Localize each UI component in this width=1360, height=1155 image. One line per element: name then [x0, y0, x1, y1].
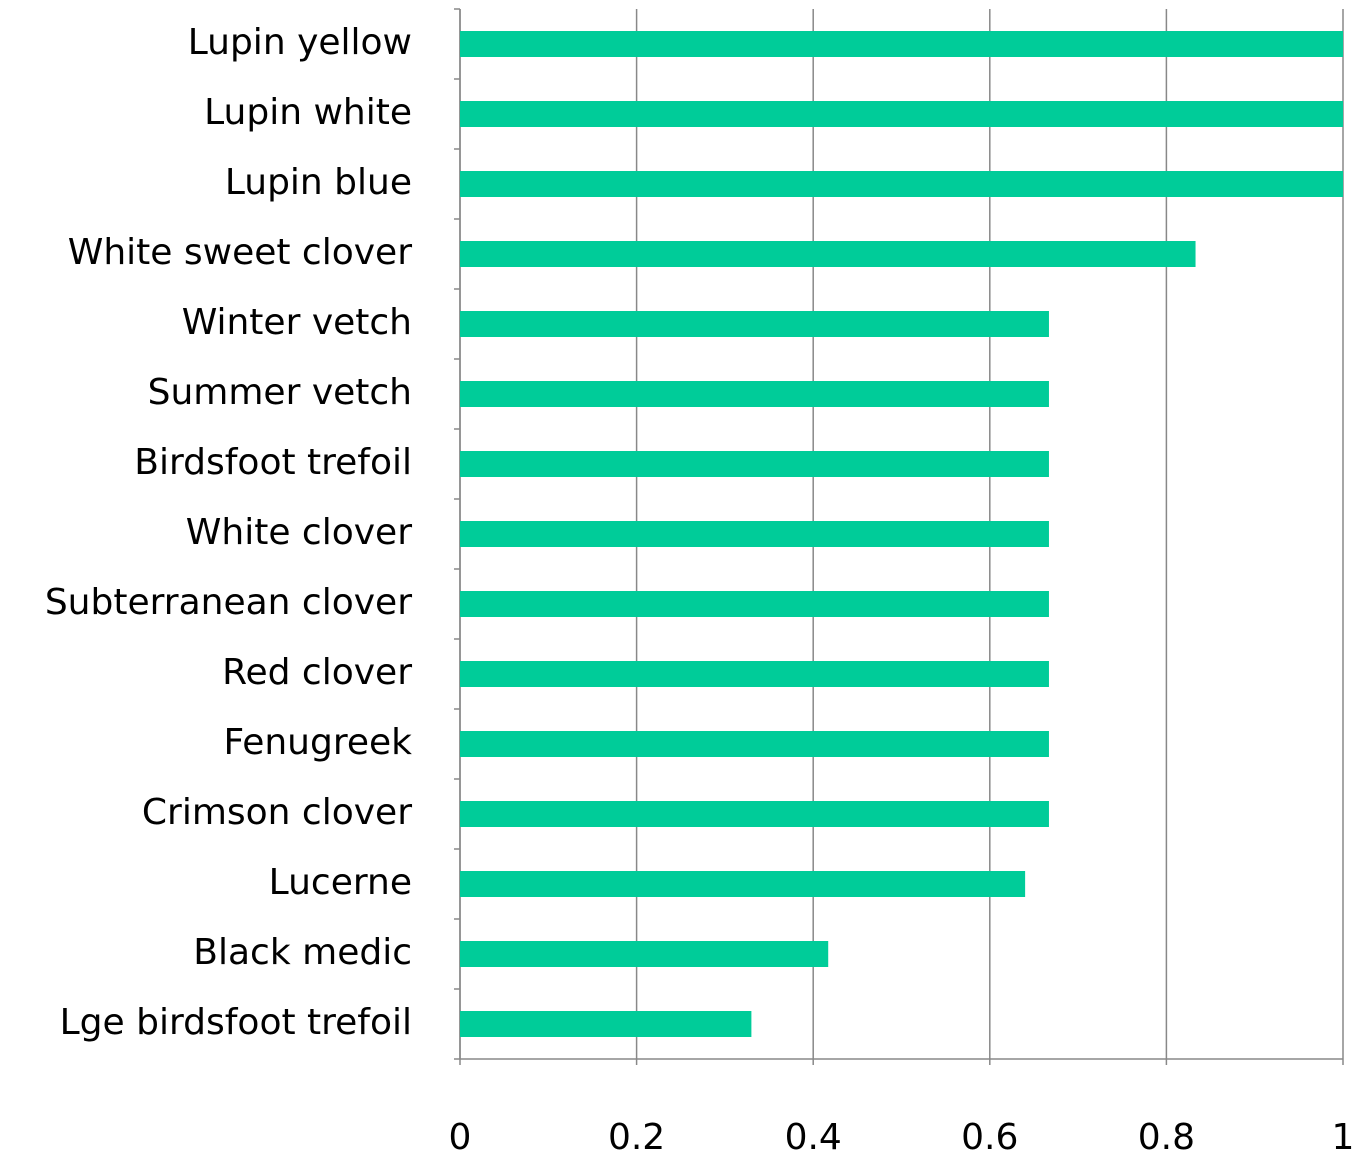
y-tick-label: Fenugreek	[223, 722, 412, 763]
bar	[460, 591, 1049, 617]
bar	[460, 521, 1049, 547]
y-tick-label: Red clover	[222, 652, 412, 693]
x-tick-label: 0.2	[608, 1117, 665, 1155]
bar	[460, 731, 1049, 757]
x-tick-label: 0.8	[1138, 1117, 1195, 1155]
bar	[460, 661, 1049, 687]
x-tick-label: 0	[449, 1117, 472, 1155]
bar	[460, 1011, 752, 1037]
y-tick-label: Birdsfoot trefoil	[134, 442, 412, 483]
x-tick-label: 1	[1332, 1117, 1355, 1155]
y-tick-label: White sweet clover	[68, 232, 412, 273]
y-tick-label: Lucerne	[269, 862, 412, 903]
bar	[460, 171, 1343, 197]
y-tick-label: White clover	[186, 512, 412, 553]
bar	[460, 941, 829, 967]
bar	[460, 311, 1049, 337]
x-tick-label: 0.6	[961, 1117, 1018, 1155]
y-tick-label: Lupin white	[204, 92, 412, 133]
y-tick-label: Crimson clover	[142, 792, 412, 833]
bar	[460, 31, 1343, 57]
bar	[460, 801, 1049, 827]
bar	[460, 871, 1026, 897]
bar	[460, 101, 1343, 127]
y-tick-label: Lge birdsfoot trefoil	[60, 1002, 412, 1043]
y-tick-label: Subterranean clover	[45, 582, 412, 623]
bar	[460, 241, 1196, 267]
y-tick-label: Winter vetch	[182, 302, 412, 343]
y-tick-label: Lupin blue	[225, 162, 412, 203]
bar	[460, 451, 1049, 477]
y-tick-label: Summer vetch	[148, 372, 412, 413]
y-tick-label: Lupin yellow	[188, 22, 412, 63]
x-tick-label: 0.4	[785, 1117, 842, 1155]
bar	[460, 381, 1049, 407]
y-tick-label: Black medic	[193, 932, 412, 973]
